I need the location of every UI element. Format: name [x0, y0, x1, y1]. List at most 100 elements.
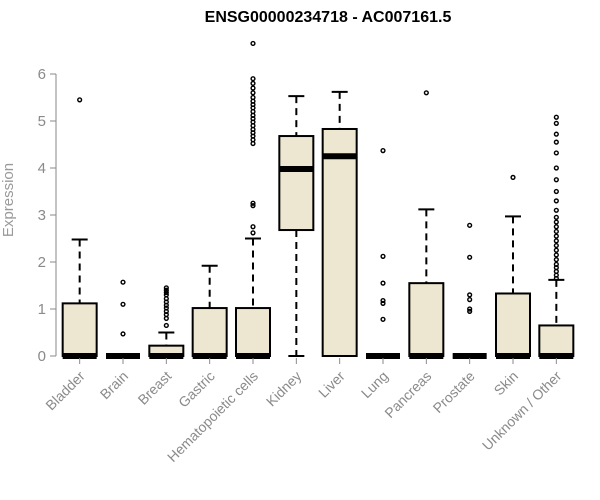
box-group [321, 90, 358, 357]
box-group [366, 148, 400, 359]
outlier-point [467, 306, 473, 312]
box [408, 282, 445, 357]
box-group [538, 114, 575, 359]
x-tick-label: Gastric [175, 368, 218, 411]
box [321, 127, 358, 357]
outlier-point [553, 257, 559, 263]
box [538, 324, 575, 358]
outlier-point [250, 140, 256, 147]
outlier-point [553, 275, 559, 282]
x-tick-label: Unknown / Other [479, 368, 565, 454]
box [235, 307, 271, 357]
outlier-point [553, 207, 559, 213]
box-group [278, 95, 315, 357]
outlier-point [553, 233, 559, 239]
x-tick-label: Liver [315, 368, 348, 401]
y-tick-label: 2 [38, 254, 46, 271]
x-tick-label: Breast [135, 368, 175, 408]
outlier-point [250, 230, 256, 236]
outlier-point [380, 316, 386, 322]
x-tick-label: Bladder [42, 368, 88, 414]
y-tick-label: 0 [38, 348, 46, 365]
outlier-point [467, 254, 473, 260]
box [61, 302, 98, 357]
outlier-point [553, 238, 559, 244]
box [191, 307, 228, 357]
outlier-point [380, 297, 386, 304]
outlier-point [250, 80, 256, 86]
box-group [148, 285, 185, 359]
outlier-point [553, 214, 559, 220]
outlier-point [553, 198, 559, 204]
box [495, 292, 531, 357]
outlier-point [467, 308, 473, 314]
outlier-point [163, 322, 169, 329]
box-group [495, 174, 531, 359]
outlier-point [250, 203, 256, 209]
outlier-point [510, 174, 516, 180]
outlier-point [120, 279, 126, 285]
y-tick-label: 4 [38, 160, 46, 177]
outlier-point [380, 280, 386, 286]
box-group [61, 97, 98, 359]
outlier-point [467, 297, 473, 303]
outlier-point [553, 188, 559, 195]
outlier-point [467, 222, 473, 228]
outlier-point [163, 289, 169, 296]
outlier-point [553, 242, 559, 249]
outlier-point [120, 301, 126, 307]
x-tick-label: Brain [97, 368, 131, 402]
x-tick-label: Kidney [263, 368, 305, 410]
box [278, 135, 315, 232]
outlier-point [553, 228, 559, 235]
outlier-point [250, 76, 256, 82]
plot-area [61, 40, 575, 359]
outlier-point [553, 247, 559, 253]
box-group [191, 264, 228, 359]
outlier-point [250, 90, 256, 96]
y-tick-label: 1 [38, 301, 46, 318]
box-group [452, 222, 487, 359]
outlier-point [250, 85, 256, 91]
outlier-point [467, 292, 473, 298]
box-group [408, 90, 445, 359]
y-axis-label: Expression [0, 163, 17, 237]
outlier-point [380, 148, 386, 154]
outlier-point [163, 302, 169, 308]
y-axis: 0 1 2 3 4 5 6 [38, 66, 57, 365]
outlier-point [120, 331, 126, 337]
chart-title: ENSG00000234718 - AC007161.5 [205, 9, 452, 26]
outlier-point [163, 315, 169, 321]
outlier-point [553, 120, 559, 126]
outlier-point [553, 114, 559, 120]
x-tick-label: Prostate [430, 368, 478, 416]
outlier-point [380, 253, 386, 259]
outlier-point [250, 224, 256, 230]
outlier-point [77, 97, 83, 103]
outlier-point [553, 219, 559, 225]
outlier-point [553, 165, 559, 171]
y-tick-label: 5 [38, 113, 46, 130]
outlier-point [553, 224, 559, 230]
outlier-point [553, 252, 559, 258]
x-tick-label: Skin [491, 368, 522, 399]
x-tick-label: Pancreas [381, 368, 434, 421]
outlier-point [553, 131, 559, 137]
y-tick-label: 6 [38, 66, 46, 83]
y-tick-label: 3 [38, 207, 46, 224]
outlier-point [553, 150, 559, 156]
outlier-point [553, 177, 559, 183]
outlier-point [250, 200, 256, 206]
box-group [235, 40, 271, 359]
box-group [106, 279, 140, 359]
outlier-point [163, 285, 169, 291]
outlier-point [553, 139, 559, 145]
outlier-point [423, 90, 429, 96]
outlier-point [380, 300, 386, 306]
outlier-point [163, 287, 169, 293]
outlier-point [250, 40, 256, 47]
x-tick-label: Lung [358, 368, 391, 401]
